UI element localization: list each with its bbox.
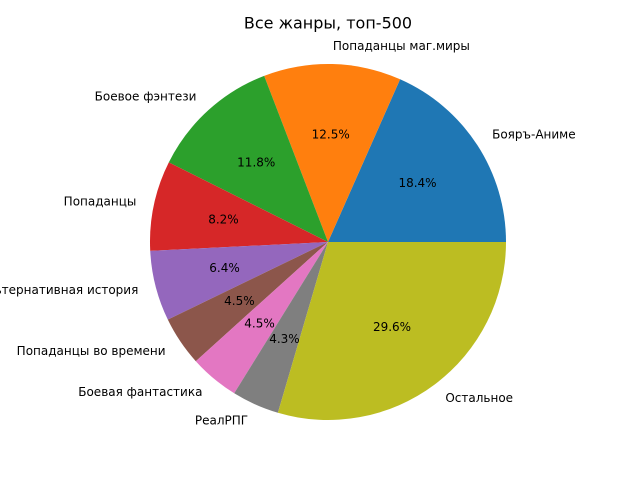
value-label: 4.5% bbox=[224, 294, 255, 308]
pie-slice bbox=[195, 242, 328, 394]
value-label: 12.5% bbox=[312, 128, 350, 142]
pie-slice bbox=[234, 242, 328, 413]
slice-label: Попаданцы во времени bbox=[17, 344, 166, 358]
value-label: 18.4% bbox=[398, 176, 436, 190]
slice-label: РеалРПГ bbox=[195, 413, 248, 427]
pie-slice bbox=[277, 242, 506, 420]
slice-label: Остальное bbox=[445, 391, 513, 405]
pie-slice bbox=[328, 79, 506, 243]
pie-slice bbox=[264, 64, 401, 242]
value-label: 4.3% bbox=[269, 332, 300, 346]
pie-slice bbox=[150, 242, 328, 320]
pie-slice bbox=[167, 242, 328, 362]
slice-label: Бояръ-Аниме bbox=[492, 128, 576, 142]
pie-slice bbox=[150, 162, 328, 251]
value-label: 8.2% bbox=[208, 213, 239, 227]
value-label: 29.6% bbox=[373, 320, 411, 334]
value-label: 11.8% bbox=[237, 155, 275, 169]
value-label: 4.5% bbox=[244, 316, 275, 330]
pie-slice bbox=[168, 75, 328, 243]
value-label: 6.4% bbox=[209, 261, 240, 275]
slice-label: Боевое фэнтези bbox=[95, 89, 197, 103]
slice-label: Альтернативная история bbox=[0, 283, 138, 297]
slice-label: Попаданцы bbox=[64, 194, 137, 208]
chart-title: Все жанры, топ-500 bbox=[244, 14, 412, 33]
slice-label: Боевая фантастика bbox=[78, 385, 202, 399]
slice-label: Попаданцы маг.миры bbox=[333, 39, 470, 53]
